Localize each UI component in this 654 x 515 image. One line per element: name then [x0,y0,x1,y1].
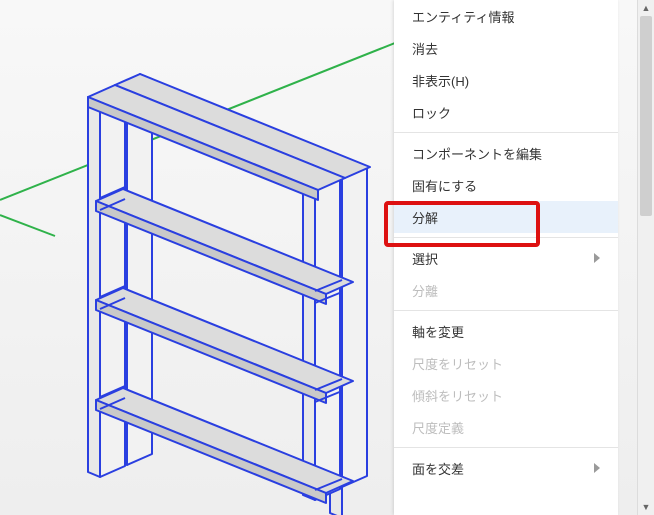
vertical-scrollbar[interactable]: ▲ ▼ [637,0,654,515]
axis-green-2 [0,215,55,236]
menu-item-15: 尺度定義 [394,411,618,443]
menu-item-label: 選択 [412,249,438,268]
menu-item-10: 分離 [394,274,618,306]
menu-item-label: ロック [412,103,451,122]
menu-item-label: 軸を変更 [412,322,464,341]
menu-item-1[interactable]: 消去 [394,32,618,64]
context-menu: エンティティ情報消去非表示(H) ロックコンポーネントを編集固有にする分解選択分離… [394,0,618,515]
menu-divider [394,447,618,448]
menu-item-17[interactable]: 面を交差 [394,452,618,484]
scroll-down-arrow[interactable]: ▼ [638,499,654,515]
menu-item-6[interactable]: 固有にする [394,169,618,201]
menu-divider [394,237,618,238]
menu-item-label: 面を交差 [412,459,464,478]
menu-item-label: 非表示(H) [412,71,469,90]
menu-item-label: エンティティ情報 [412,7,514,26]
scroll-up-arrow[interactable]: ▲ [638,0,654,16]
menu-item-0[interactable]: エンティティ情報 [394,0,618,32]
menu-divider [394,310,618,311]
chevron-right-icon [594,463,600,473]
menu-item-label: 分解 [412,208,438,227]
menu-item-label: 尺度定義 [412,418,464,437]
menu-divider [394,132,618,133]
menu-item-label: 尺度をリセット [412,354,503,373]
menu-item-label: 固有にする [412,176,477,195]
menu-item-label: 消去 [412,39,438,58]
menu-item-9[interactable]: 選択 [394,242,618,274]
scroll-track[interactable] [638,16,654,499]
menu-item-label: 傾斜をリセット [412,386,503,405]
menu-item-5[interactable]: コンポーネントを編集 [394,137,618,169]
menu-item-13: 尺度をリセット [394,347,618,379]
menu-item-7[interactable]: 分解 [394,201,618,233]
menu-item-2[interactable]: 非表示(H) [394,64,618,96]
menu-item-label: コンポーネントを編集 [412,144,542,163]
menu-item-12[interactable]: 軸を変更 [394,315,618,347]
menu-item-3[interactable]: ロック [394,96,618,128]
scroll-thumb[interactable] [640,16,652,216]
menu-item-14: 傾斜をリセット [394,379,618,411]
menu-item-label: 分離 [412,281,438,300]
chevron-right-icon [594,253,600,263]
